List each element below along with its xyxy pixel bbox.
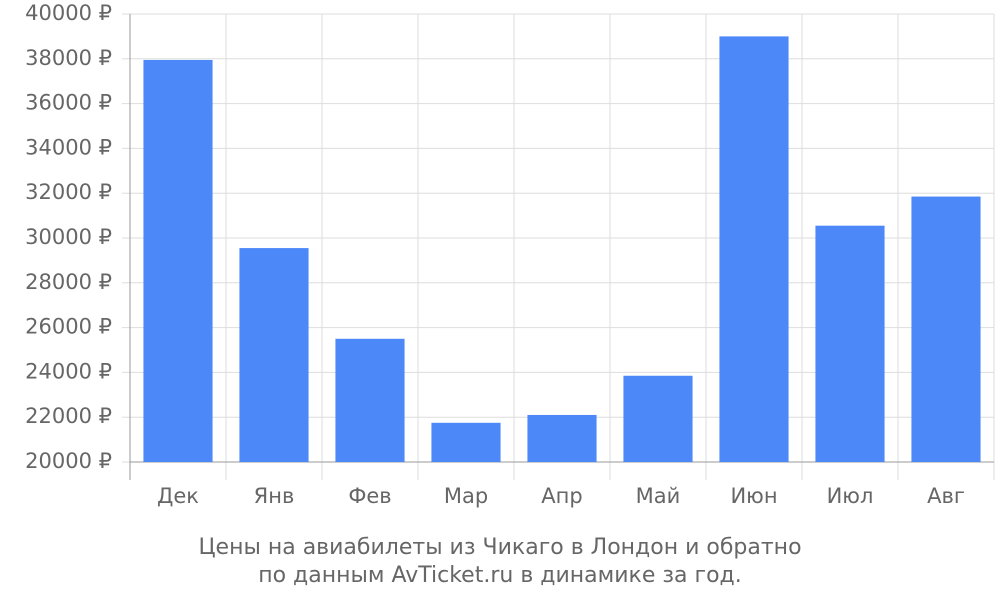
caption: Цены на авиабилеты из Чикаго в Лондон и … [198, 535, 801, 560]
y-tick-label: 38000 ₽ [25, 46, 112, 70]
bar [623, 375, 693, 462]
y-tick-label: 36000 ₽ [25, 91, 112, 115]
y-tick-label: 26000 ₽ [25, 315, 112, 339]
x-tick-label: Апр [541, 484, 582, 508]
bar [527, 414, 597, 462]
y-tick-label: 22000 ₽ [25, 404, 112, 428]
x-tick-label: Май [636, 484, 681, 508]
x-tick-label: Июл [827, 484, 874, 508]
y-tick-label: 32000 ₽ [25, 180, 112, 204]
caption: по данным AvTicket.ru в динамике за год. [258, 563, 742, 588]
y-tick-label: 24000 ₽ [25, 359, 112, 383]
y-tick-label: 30000 ₽ [25, 225, 112, 249]
bar [239, 248, 309, 462]
x-tick-label: Фев [348, 484, 391, 508]
x-tick-label: Авг [927, 484, 965, 508]
bar [815, 225, 885, 462]
bar [719, 36, 789, 463]
x-tick-label: Июн [730, 484, 777, 508]
y-tick-label: 20000 ₽ [25, 449, 112, 473]
bar [143, 59, 213, 463]
bar [335, 338, 405, 462]
x-tick-label: Дек [157, 484, 199, 508]
bar [911, 196, 981, 462]
y-tick-label: 34000 ₽ [25, 135, 112, 159]
bar [431, 422, 501, 462]
x-tick-label: Мар [444, 484, 488, 508]
x-tick-label: Янв [254, 484, 295, 508]
y-tick-label: 28000 ₽ [25, 270, 112, 294]
y-tick-label: 40000 ₽ [25, 1, 112, 25]
